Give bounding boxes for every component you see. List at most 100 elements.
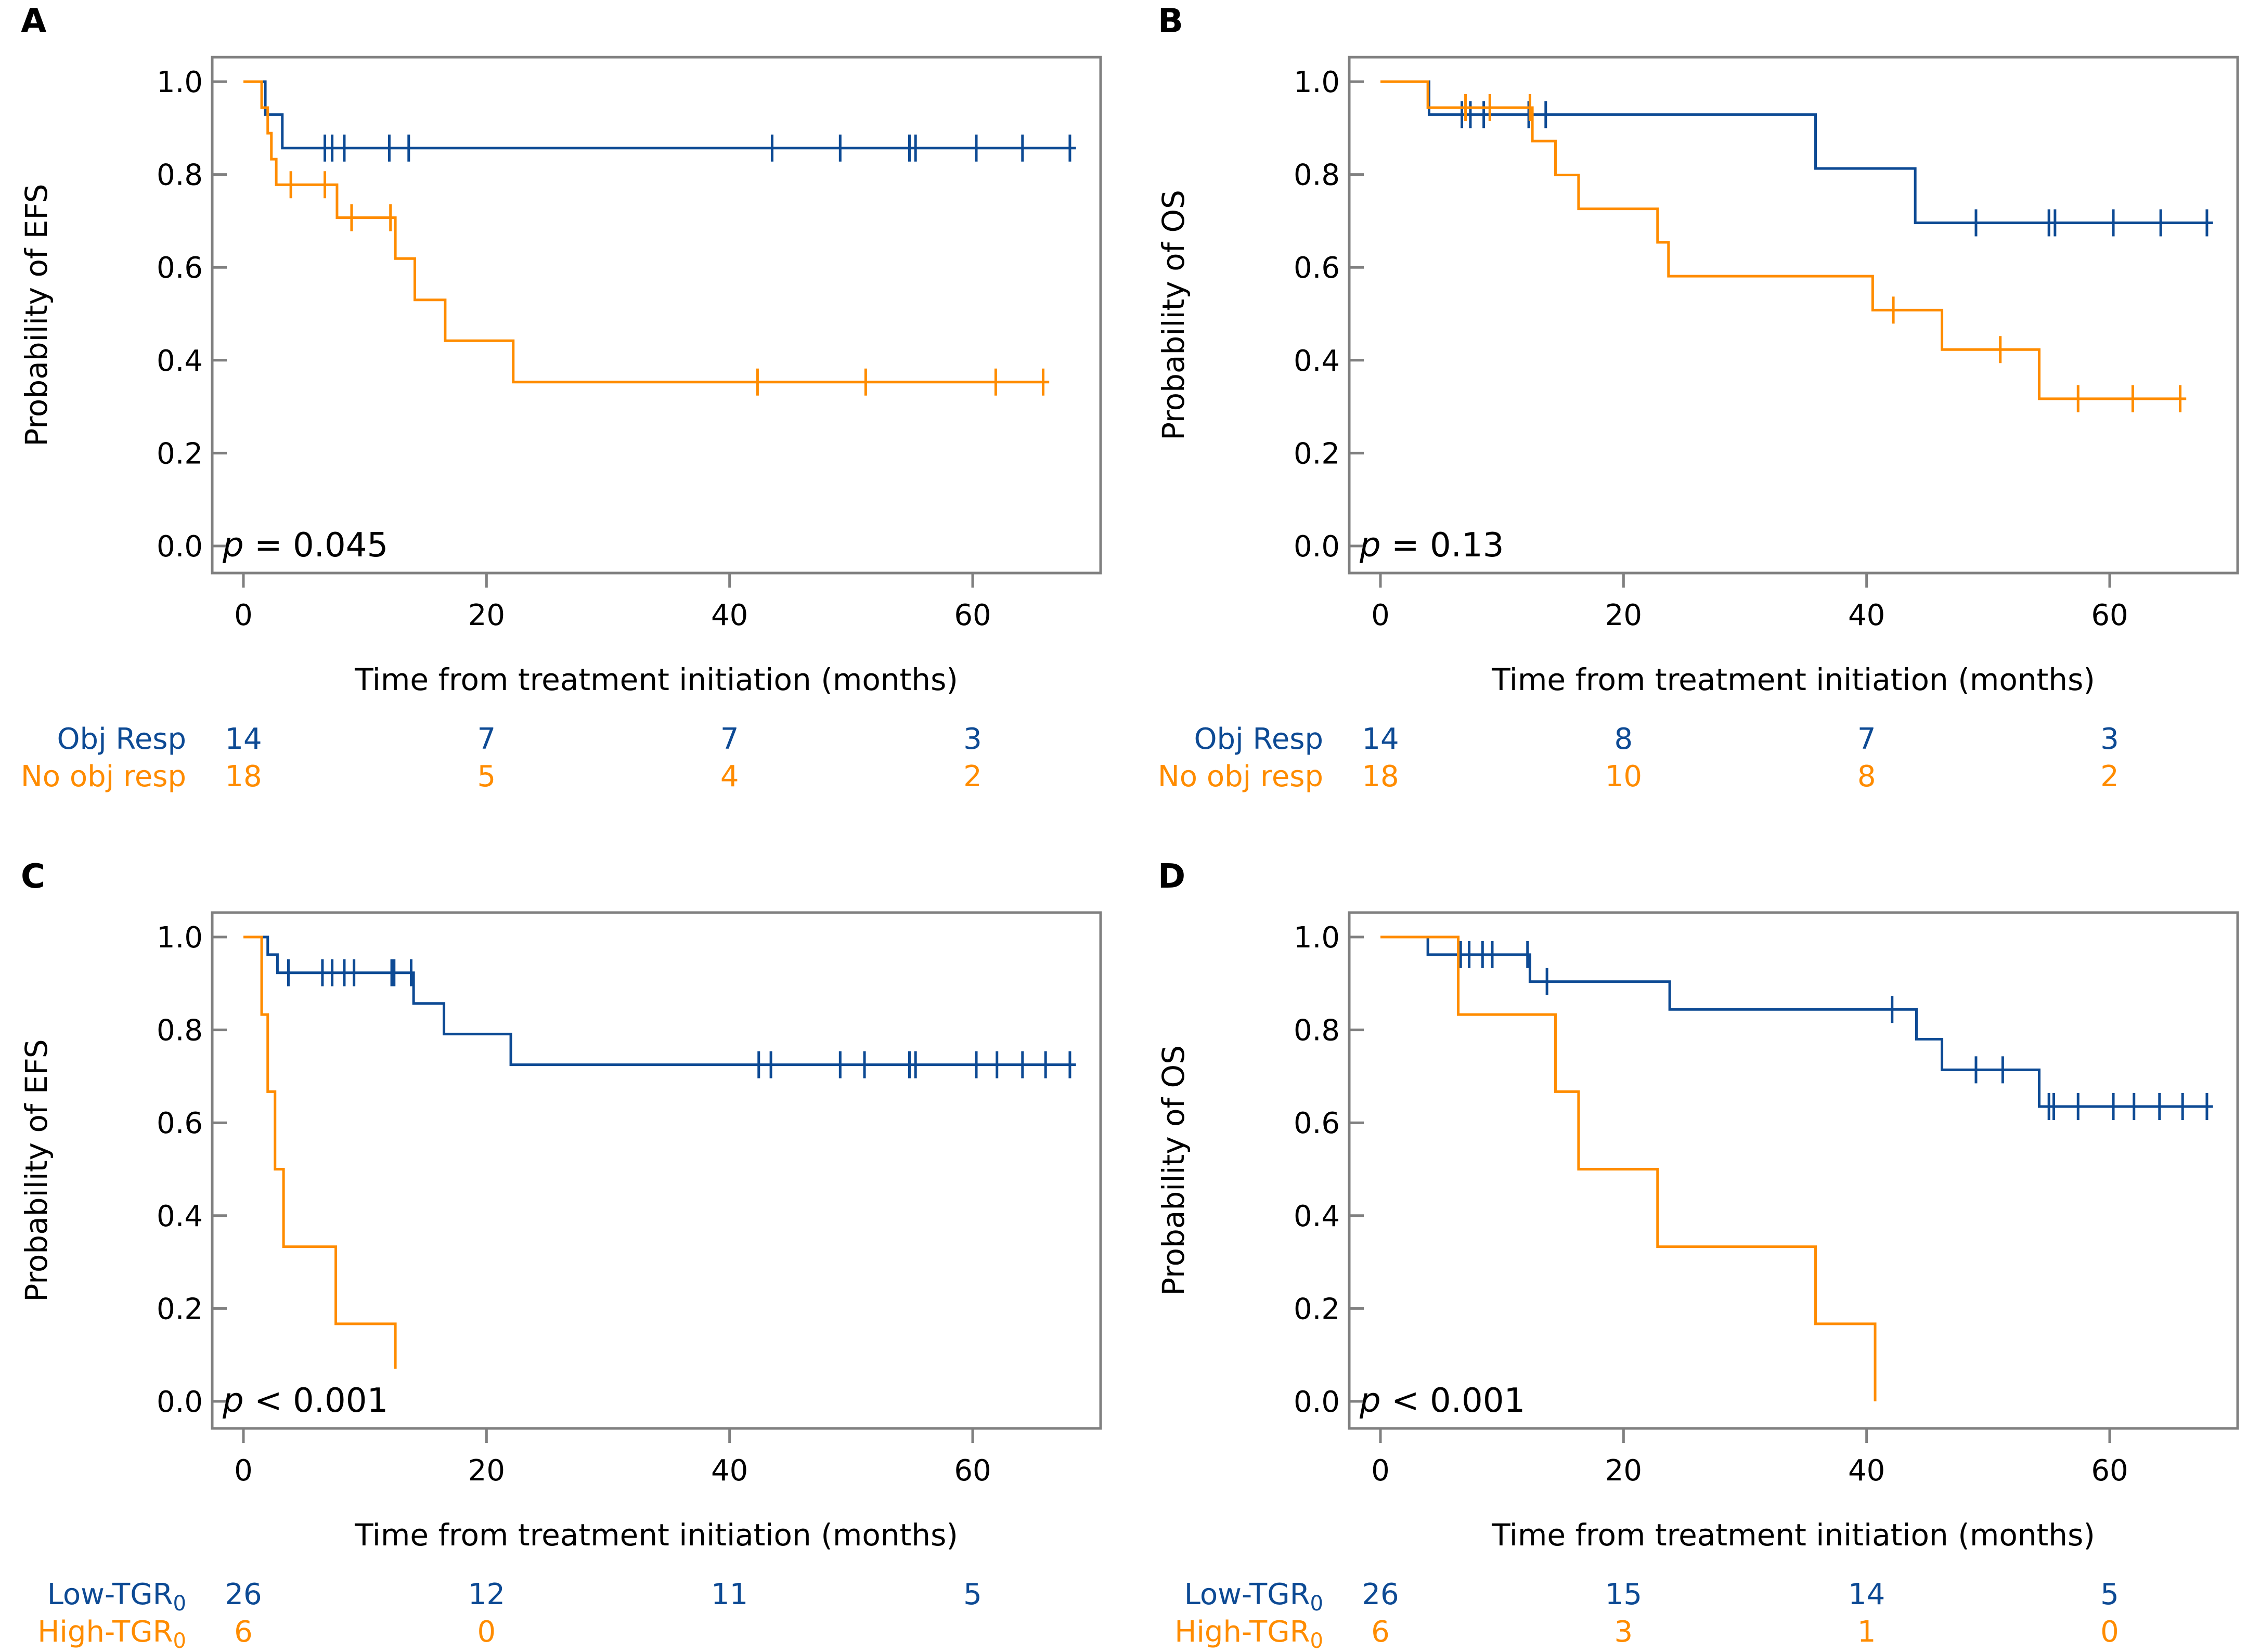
y-tick-label: 0.2 (157, 1292, 203, 1326)
risk-count: 5 (2100, 1578, 2119, 1611)
x-tick-label: 60 (2091, 1454, 2128, 1488)
p-value-text: = 0.045 (244, 526, 389, 565)
y-tick-label: 0.6 (157, 1107, 203, 1140)
risk-count: 10 (1605, 760, 1642, 794)
x-tick-label: 20 (1605, 1454, 1642, 1488)
y-tick-label: 0.4 (157, 1200, 203, 1233)
p-value-text: = 0.13 (1381, 526, 1504, 565)
y-axis-label: Probability of EFS (19, 1039, 54, 1302)
risk-count: 26 (1362, 1578, 1399, 1611)
y-tick-label: 0.8 (157, 159, 203, 192)
panel-label: A (21, 2, 47, 41)
x-axis-label: Time from treatment initiation (months) (1491, 1517, 2095, 1553)
x-tick-label: 20 (468, 599, 505, 632)
risk-count: 14 (1362, 722, 1399, 756)
risk-row-label: No obj resp (1158, 760, 1323, 794)
risk-count: 3 (2100, 722, 2119, 756)
km-curve-orange (1380, 935, 1877, 1401)
y-tick-label: 0.0 (157, 530, 203, 564)
p-symbol: p (1359, 1382, 1381, 1420)
km-curve-blue (243, 80, 1076, 150)
risk-row-label: High-TGR0 (37, 1615, 186, 1652)
panel-label: B (1158, 2, 1183, 41)
y-tick-label: 0.2 (1294, 437, 1340, 471)
km-curve-blue (243, 935, 1076, 1066)
x-tick-label: 60 (2091, 599, 2128, 632)
y-tick-label: 0.6 (1294, 1107, 1340, 1140)
y-tick-label: 0.4 (157, 344, 203, 378)
km-curve-blue (1380, 80, 2213, 224)
y-tick-label: 0.8 (1294, 159, 1340, 192)
x-tick-label: 60 (954, 599, 991, 632)
km-curve-blue (1380, 935, 2213, 1108)
y-tick-label: 0.4 (1294, 1200, 1340, 1233)
x-tick-label: 40 (711, 1454, 748, 1488)
risk-row-label: No obj resp (21, 760, 186, 794)
plot-frame (1348, 56, 2239, 575)
y-tick-label: 0.2 (1294, 1292, 1340, 1326)
risk-row-label: Low-TGR0 (1184, 1578, 1323, 1616)
p-symbol: p (222, 526, 244, 565)
y-axis-label: Probability of OS (1156, 1045, 1191, 1296)
risk-count: 0 (2100, 1615, 2119, 1649)
x-tick-label: 0 (234, 1454, 253, 1488)
y-tick-label: 1.0 (157, 66, 203, 99)
risk-count: 18 (1362, 760, 1399, 794)
risk-count: 18 (225, 760, 262, 794)
risk-count: 14 (1848, 1578, 1885, 1611)
y-tick-label: 1.0 (157, 921, 203, 955)
risk-row-label: Obj Resp (1194, 722, 1323, 756)
x-axis-label: Time from treatment initiation (months) (1491, 662, 2095, 697)
km-curve-orange (243, 80, 1050, 384)
risk-count: 12 (468, 1578, 505, 1611)
risk-count: 11 (711, 1578, 748, 1611)
p-value: p = 0.13 (1359, 526, 1504, 565)
x-tick-label: 60 (954, 1454, 991, 1488)
risk-count: 2 (2100, 760, 2119, 794)
x-tick-label: 0 (234, 599, 253, 632)
x-tick-label: 20 (468, 1454, 505, 1488)
y-axis-label: Probability of EFS (19, 184, 54, 446)
x-tick-label: 20 (1605, 599, 1642, 632)
panel-b: B 0.0 0.2 0.4 0.6 0.8 1.0 0 20 40 60 Probability of… (1156, 2, 2239, 794)
subscript: 0 (1310, 1629, 1323, 1652)
km-curve-orange (243, 935, 397, 1369)
risk-count: 2 (963, 760, 982, 794)
x-tick-label: 0 (1371, 599, 1390, 632)
y-tick-label: 0.8 (1294, 1014, 1340, 1048)
y-tick-label: 1.0 (1294, 66, 1340, 99)
risk-row-label: High-TGR0 (1174, 1615, 1323, 1652)
x-tick-label: 0 (1371, 1454, 1390, 1488)
y-tick-label: 0.0 (1294, 530, 1340, 564)
x-axis-label: Time from treatment initiation (months) (354, 662, 958, 697)
risk-count: 26 (225, 1578, 262, 1611)
risk-count: 4 (720, 760, 739, 794)
p-value-text: < 0.001 (244, 1382, 389, 1420)
risk-row-label: Low-TGR0 (47, 1578, 186, 1616)
risk-count: 1 (1857, 1615, 1876, 1649)
y-tick-label: 0.4 (1294, 344, 1340, 378)
risk-count: 5 (963, 1578, 982, 1611)
risk-count: 6 (1371, 1615, 1390, 1649)
x-tick-label: 40 (1848, 1454, 1885, 1488)
plot-frame (211, 911, 1102, 1430)
plot-frame (211, 56, 1102, 575)
x-tick-label: 40 (1848, 599, 1885, 632)
risk-count: 3 (1615, 1615, 1633, 1649)
y-tick-label: 0.8 (157, 1014, 203, 1048)
y-tick-label: 0.6 (1294, 251, 1340, 285)
x-tick-label: 40 (711, 599, 748, 632)
p-value: p < 0.001 (222, 1382, 388, 1420)
risk-count: 15 (1605, 1578, 1642, 1611)
plot-frame (1348, 911, 2239, 1430)
subscript: 0 (173, 1629, 186, 1652)
risk-count: 3 (963, 722, 982, 756)
risk-count: 14 (225, 722, 262, 756)
risk-count: 8 (1615, 722, 1633, 756)
risk-count: 5 (477, 760, 496, 794)
y-tick-label: 0.0 (1294, 1385, 1340, 1419)
risk-row-label: Obj Resp (57, 722, 186, 756)
